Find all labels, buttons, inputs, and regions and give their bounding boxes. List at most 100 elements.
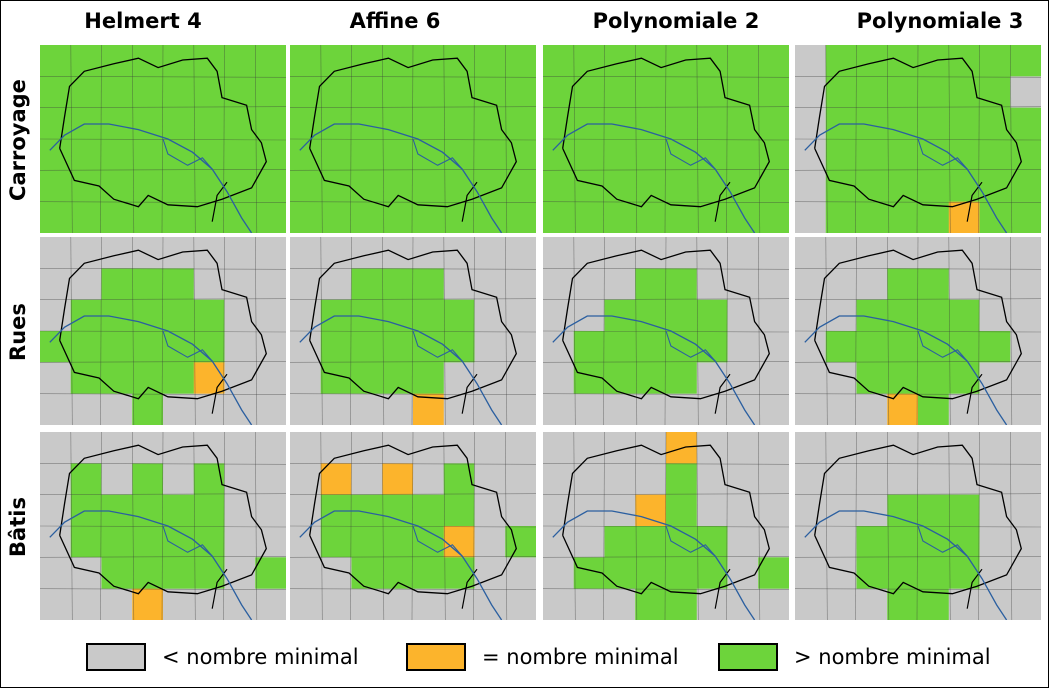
grid-line bbox=[443, 45, 446, 233]
grid-cell-below bbox=[132, 237, 164, 269]
legend-swatch-below bbox=[86, 643, 146, 671]
grid-cell-above bbox=[856, 201, 888, 233]
grid-line bbox=[795, 493, 1041, 495]
grid-cell-above bbox=[825, 45, 857, 77]
grid-line bbox=[543, 268, 789, 270]
grid-cell-above bbox=[101, 170, 133, 202]
grid-cell-below bbox=[1010, 526, 1041, 558]
grid-cell-below bbox=[290, 362, 322, 394]
grid-cell-above bbox=[101, 139, 133, 171]
grid-cell-above bbox=[918, 588, 950, 620]
grid-cell-above bbox=[351, 526, 383, 558]
grid-cell-above bbox=[505, 45, 536, 77]
grid-cell-above bbox=[70, 331, 102, 363]
grid-cell-above bbox=[635, 45, 667, 77]
grid-line bbox=[887, 432, 890, 620]
legend-label-equal: = nombre minimal bbox=[482, 645, 679, 669]
grid-cell-above bbox=[290, 45, 322, 77]
grid-cell-below bbox=[40, 432, 72, 464]
grid-cell-below bbox=[795, 463, 827, 495]
grid-cell-below bbox=[758, 526, 789, 558]
grid-cell-above bbox=[666, 494, 698, 527]
grid-cell-below bbox=[163, 588, 195, 620]
grid-line bbox=[505, 237, 508, 425]
grid-cell-below bbox=[505, 432, 536, 464]
grid-cell-above bbox=[825, 331, 857, 363]
grid-cell-above bbox=[443, 299, 475, 332]
panel-btis-1 bbox=[290, 432, 536, 620]
grid-cell-above bbox=[382, 76, 414, 108]
grid-cell-below bbox=[1010, 268, 1041, 300]
grid-cell-above bbox=[918, 331, 950, 363]
grid-cell-below bbox=[573, 268, 605, 300]
grid-cell-below bbox=[727, 588, 759, 620]
grid-cell-above bbox=[101, 526, 133, 558]
grid-cell-above bbox=[132, 331, 164, 363]
grid-cell-above bbox=[413, 299, 445, 332]
grid-line bbox=[635, 45, 638, 233]
grid-cell-below bbox=[505, 268, 536, 300]
river-line bbox=[804, 123, 1008, 233]
grid-cell-above bbox=[382, 526, 414, 558]
grid-cell-above bbox=[573, 45, 605, 77]
grid-cell-above bbox=[918, 170, 950, 202]
grid-cell-above bbox=[573, 362, 605, 394]
grid-cell-above bbox=[101, 201, 133, 233]
grid-cell-above bbox=[474, 170, 506, 202]
grid-cell-above bbox=[887, 268, 919, 300]
grid-cell-below bbox=[979, 237, 1011, 269]
grid-cell-above bbox=[635, 139, 667, 171]
grid-cell-above bbox=[40, 45, 72, 77]
grid-cell-above bbox=[320, 362, 352, 394]
grid-cell-above bbox=[320, 526, 352, 558]
grid-cell-below bbox=[163, 393, 195, 425]
river-arm bbox=[412, 525, 463, 557]
grid-cell-below bbox=[474, 362, 506, 394]
grid-line bbox=[543, 463, 789, 465]
grid-cell-above bbox=[887, 362, 919, 394]
grid-cell-above bbox=[573, 76, 605, 108]
grid-line bbox=[443, 432, 446, 620]
grid-cell-above bbox=[1010, 170, 1041, 202]
grid-cell-above bbox=[70, 170, 102, 202]
grid-cell-above bbox=[382, 139, 414, 171]
row-title-rues: Rues bbox=[6, 303, 30, 361]
grid-line bbox=[795, 268, 1041, 270]
grid-cell-above bbox=[255, 107, 286, 140]
grid-cell-equal bbox=[635, 494, 667, 527]
grid-cell-below bbox=[604, 393, 636, 425]
grid-cell-above bbox=[351, 201, 383, 233]
grid-line bbox=[290, 463, 536, 465]
study-area-boundary bbox=[562, 57, 770, 208]
grid-cell-above bbox=[666, 201, 698, 233]
grid-line bbox=[978, 237, 980, 425]
grid-cell-above bbox=[224, 139, 256, 171]
grid-cell-below bbox=[604, 268, 636, 300]
grid-cell-below bbox=[413, 463, 445, 495]
grid-cell-above bbox=[474, 45, 506, 77]
grid-line bbox=[635, 237, 638, 425]
grid-cell-below bbox=[979, 526, 1011, 558]
grid-cell-above bbox=[320, 331, 352, 363]
grid-cell-above bbox=[918, 494, 950, 527]
grid-cell-below bbox=[505, 362, 536, 394]
grid-cell-above bbox=[290, 76, 322, 108]
grid-cell-below bbox=[224, 237, 256, 269]
grid-line bbox=[696, 45, 699, 233]
grid-cell-below bbox=[795, 76, 827, 108]
grid-cell-below bbox=[573, 237, 605, 269]
river-arm bbox=[665, 525, 716, 557]
grid-cell-above bbox=[635, 526, 667, 558]
grid-line bbox=[40, 106, 286, 108]
grid-line bbox=[132, 432, 135, 620]
grid-cell-below bbox=[543, 557, 575, 589]
grid-cell-above bbox=[635, 331, 667, 363]
grid-cell-below bbox=[573, 432, 605, 464]
panel-map bbox=[795, 237, 1041, 425]
grid-cell-above bbox=[132, 45, 164, 77]
grid-cell-below bbox=[825, 463, 857, 495]
study-area-boundary bbox=[309, 57, 517, 208]
river-line bbox=[552, 315, 756, 425]
grid-cell-above bbox=[320, 170, 352, 202]
grid-cell-above bbox=[163, 170, 195, 202]
